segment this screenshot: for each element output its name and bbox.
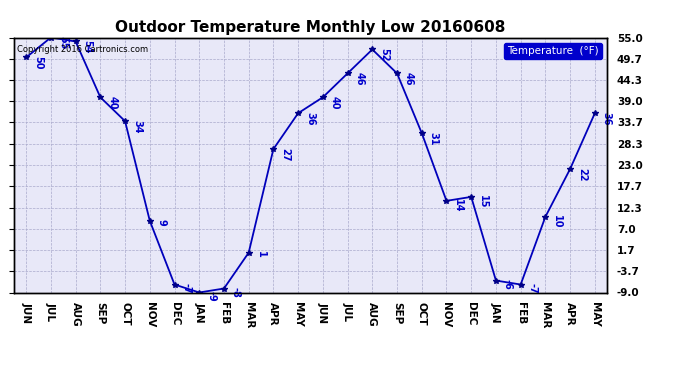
Text: -9: -9 <box>206 291 216 302</box>
Text: 55: 55 <box>58 36 68 50</box>
Text: 14: 14 <box>453 200 464 213</box>
Text: 10: 10 <box>552 215 562 229</box>
Text: 50: 50 <box>33 56 43 69</box>
Text: 34: 34 <box>132 120 142 133</box>
Text: 46: 46 <box>355 72 364 86</box>
Text: Copyright 2016 Cartronics.com: Copyright 2016 Cartronics.com <box>17 45 148 54</box>
Text: 15: 15 <box>478 195 488 209</box>
Text: 46: 46 <box>404 72 414 86</box>
Text: 9: 9 <box>157 219 167 226</box>
Text: 40: 40 <box>330 96 339 109</box>
Text: -6: -6 <box>503 279 513 290</box>
Title: Outdoor Temperature Monthly Low 20160608: Outdoor Temperature Monthly Low 20160608 <box>115 20 506 35</box>
Text: 27: 27 <box>280 148 290 161</box>
Text: 31: 31 <box>428 132 439 145</box>
Text: 22: 22 <box>577 168 587 181</box>
Text: 36: 36 <box>602 112 612 125</box>
Legend: Temperature  (°F): Temperature (°F) <box>504 43 602 59</box>
Text: -7: -7 <box>181 283 191 294</box>
Text: 54: 54 <box>83 40 92 54</box>
Text: -8: -8 <box>231 287 241 298</box>
Text: 52: 52 <box>380 48 389 62</box>
Text: 40: 40 <box>107 96 117 109</box>
Text: 36: 36 <box>305 112 315 125</box>
Text: -7: -7 <box>528 283 538 294</box>
Text: 1: 1 <box>255 251 266 258</box>
